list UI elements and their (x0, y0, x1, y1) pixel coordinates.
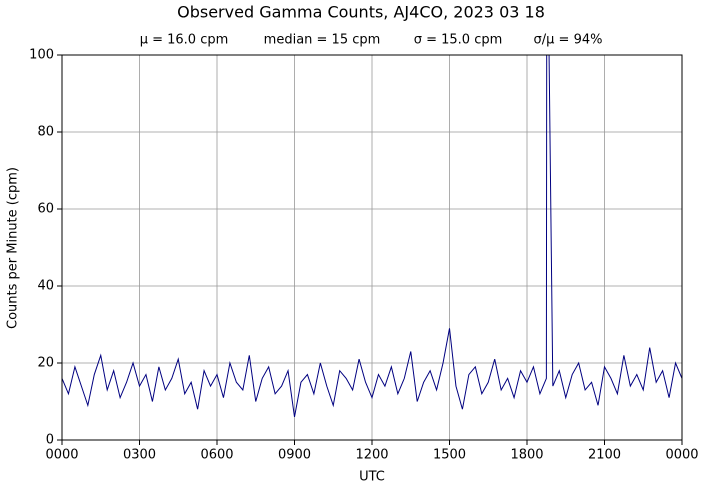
annotation: σ = 15.0 cpm (414, 33, 503, 48)
x-tick-label: 2100 (588, 448, 621, 463)
y-tick-label: 60 (37, 202, 54, 217)
x-tick-label: 0000 (45, 448, 78, 463)
y-tick-label: 20 (37, 356, 54, 371)
x-tick-label: 0300 (123, 448, 156, 463)
x-tick-label: 1500 (433, 448, 466, 463)
x-tick-label: 0900 (278, 448, 311, 463)
y-tick-label: 0 (46, 433, 54, 448)
x-tick-label: 0600 (200, 448, 233, 463)
x-axis-label: UTC (359, 470, 385, 485)
data-line (62, 55, 682, 417)
chart-title: Observed Gamma Counts, AJ4CO, 2023 03 18 (177, 3, 545, 22)
annotation: median = 15 cpm (264, 33, 381, 48)
annotation: μ = 16.0 cpm (140, 33, 229, 48)
x-tick-label: 1800 (510, 448, 543, 463)
y-tick-label: 40 (37, 279, 54, 294)
x-tick-label: 1200 (355, 448, 388, 463)
annotation: σ/μ = 94% (534, 33, 603, 48)
plot-frame (61, 54, 683, 441)
y-tick-label: 80 (37, 125, 54, 140)
y-tick-label: 100 (29, 48, 54, 63)
y-axis-label: Counts per Minute (cpm) (6, 167, 21, 329)
x-tick-label: 0000 (665, 448, 698, 463)
